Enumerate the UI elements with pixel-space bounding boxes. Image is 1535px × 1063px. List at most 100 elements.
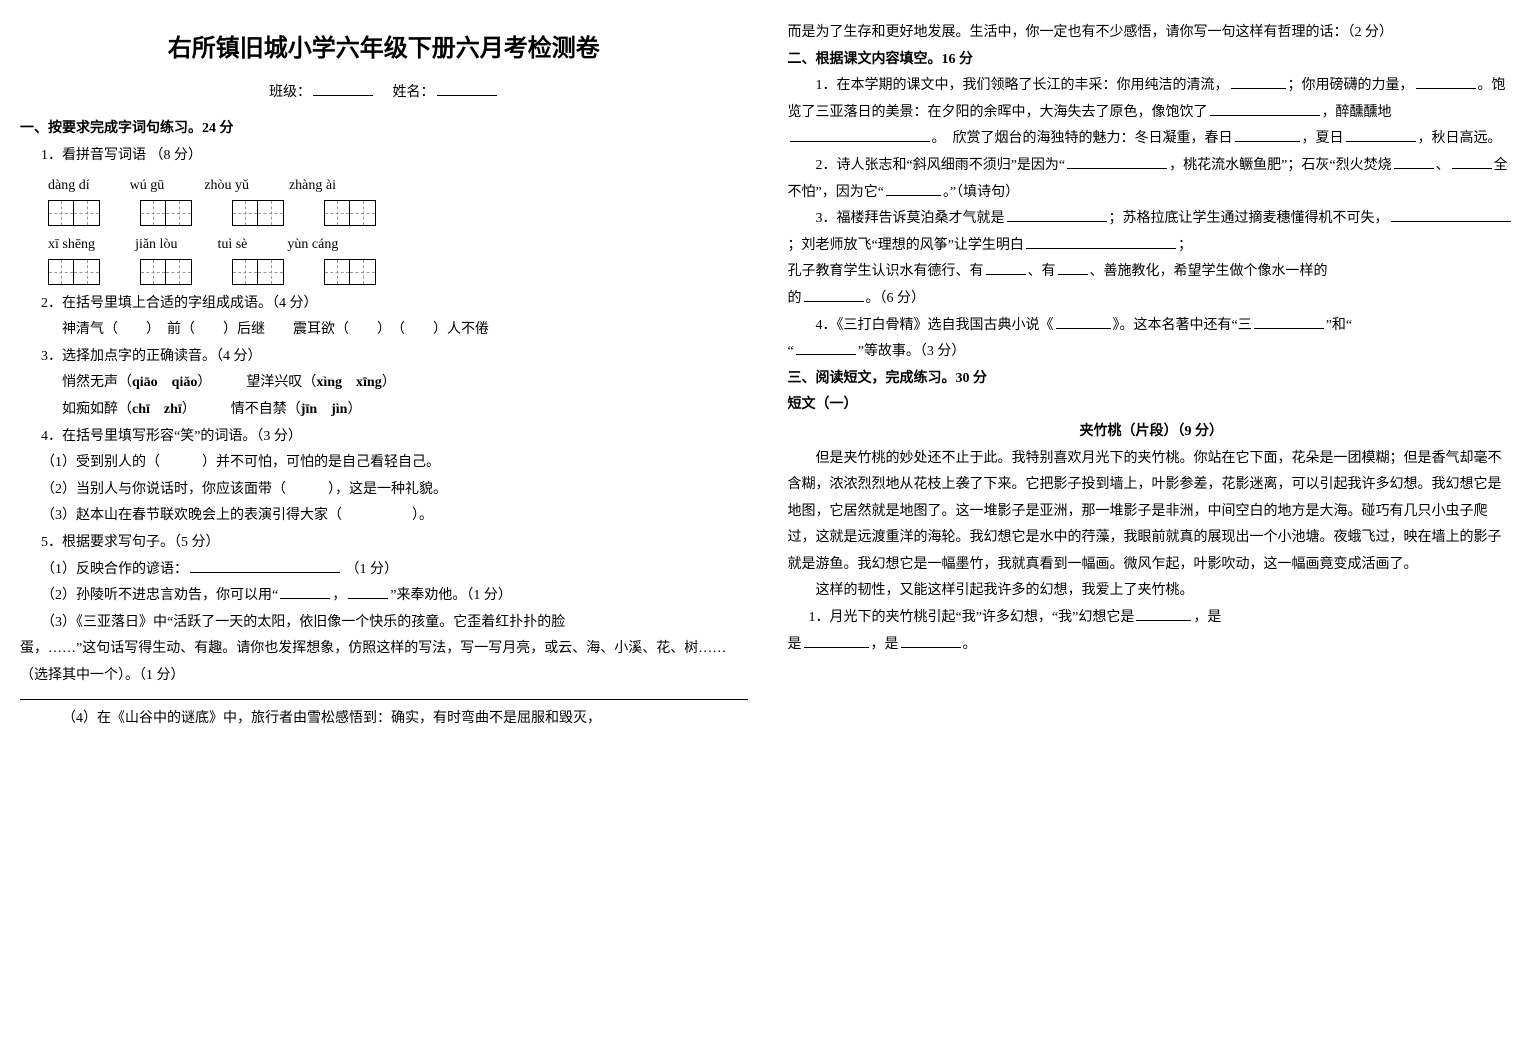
- s2-p1: 1．在本学期的课文中，我们领略了长江的丰采：你用纯洁的清流， ；你用磅礴的力量， 。…: [788, 73, 1516, 153]
- blank[interactable]: [1058, 261, 1088, 275]
- txt: ，桃花流水鳜鱼肥”；石灰“烈火焚烧: [1169, 158, 1391, 173]
- blank[interactable]: [1346, 128, 1416, 142]
- txt: 1．月光下的夹竹桃引起“我”许多幻想，“我”幻想它是: [809, 610, 1135, 625]
- reading-title: 夹竹桃（片段）（9 分）: [788, 419, 1516, 446]
- txt: ；刘老师放飞“理想的风筝”让学生明白: [788, 238, 1024, 253]
- blank[interactable]: [1136, 607, 1191, 621]
- blank[interactable]: [790, 128, 930, 142]
- txt: ”等故事。（3 分）: [858, 344, 966, 359]
- txt: ，夏日: [1302, 131, 1344, 146]
- reading-body2: 这样的韧性，又能这样引起我许多的幻想，我爱上了夹竹桃。: [788, 578, 1516, 605]
- txt: 。 欣赏了烟台的海独特的魅力：冬日凝重，春日: [932, 131, 1233, 146]
- section-3-sub: 短文（一）: [788, 392, 1516, 419]
- blank[interactable]: [1007, 208, 1107, 222]
- right-column: 而是为了生存和更好地发展。生活中，你一定也有不少感悟，请你写一句这样有哲理的话：…: [788, 20, 1516, 733]
- class-blank[interactable]: [313, 82, 373, 96]
- tianzige-group[interactable]: [140, 259, 192, 285]
- tianzige-group[interactable]: [324, 259, 376, 285]
- txt: ；苏格拉底让学生通过摘麦穗懂得机不可失，: [1109, 211, 1389, 226]
- tianzige-group[interactable]: [48, 259, 100, 285]
- s2-p3b: 孔子教育学生认识水有德行、有、有、善施教化，希望学生做个像水一样的: [788, 259, 1516, 286]
- blank[interactable]: [804, 288, 864, 302]
- blank[interactable]: [280, 585, 330, 599]
- pinyin-choice: xìng xīng: [316, 375, 381, 390]
- txt: 。: [963, 637, 977, 652]
- section-3-head: 三、阅读短文，完成练习。30 分: [788, 366, 1516, 393]
- txt: 、善施教化，希望学生做个像水一样的: [1090, 264, 1328, 279]
- txt: 1．在本学期的课文中，我们领略了长江的丰采：你用纯洁的清流，: [816, 78, 1229, 93]
- blank[interactable]: [1394, 155, 1434, 169]
- blank[interactable]: [1235, 128, 1300, 142]
- tianzige-group[interactable]: [232, 259, 284, 285]
- q5-i2: （2）孙陵听不进忠言劝告，你可以用“，”来奉劝他。（1 分）: [41, 583, 748, 610]
- pinyin-choice: chī zhī: [132, 402, 182, 417]
- txt: （1）反映合作的谚语：: [41, 562, 188, 577]
- blank[interactable]: [886, 182, 941, 196]
- txt: 、有: [1028, 264, 1056, 279]
- s2-p3: 3．福楼拜告诉莫泊桑才气就是 ；苏格拉底让学生通过摘麦穗懂得机不可失， ；刘老师放飞…: [788, 206, 1516, 259]
- tianzige-group[interactable]: [140, 200, 192, 226]
- class-name-line: 班级： 姓名：: [20, 80, 748, 107]
- txt: ，秋日高远。: [1418, 131, 1502, 146]
- tianzige-group[interactable]: [324, 200, 376, 226]
- blank[interactable]: [901, 634, 961, 648]
- q3-line2: 如痴如醉（chī zhī） 情不自禁（jīn jìn）: [62, 397, 748, 424]
- tianzige-group[interactable]: [232, 200, 284, 226]
- txt: ） 情不自禁（: [182, 402, 301, 417]
- txt: ”和“: [1326, 318, 1352, 333]
- answer-line[interactable]: [20, 699, 748, 700]
- txt: ）: [347, 402, 361, 417]
- txt: ；: [1178, 238, 1192, 253]
- pinyin: zhòu yǔ: [204, 173, 249, 200]
- name-blank[interactable]: [437, 82, 497, 96]
- section-1-head: 一、按要求完成字词句练习。24 分: [20, 116, 748, 143]
- tianzige-row-2: [48, 259, 748, 285]
- s3-q1: 1．月光下的夹竹桃引起“我”许多幻想，“我”幻想它是，是: [809, 605, 1516, 632]
- pinyin: yùn cáng: [287, 232, 338, 259]
- pinyin-row-2: xī shēng jiǎn lòu tuì sè yùn cáng: [48, 232, 748, 259]
- pinyin: xī shēng: [48, 232, 95, 259]
- txt: 。（6 分）: [866, 291, 926, 306]
- blank[interactable]: [1391, 208, 1511, 222]
- q2-line: 神清气（ ） 前（ ）后继 震耳欲（ ） （ ）人不倦: [62, 317, 748, 344]
- blank[interactable]: [1231, 75, 1286, 89]
- q3-label: 3．选择加点字的正确读音。（4 分）: [41, 344, 748, 371]
- txt: ，: [332, 588, 346, 603]
- class-label: 班级：: [269, 85, 311, 100]
- blank[interactable]: [1067, 155, 1167, 169]
- tianzige-group[interactable]: [48, 200, 100, 226]
- s2-p4b: “”等故事。（3 分）: [788, 339, 1516, 366]
- blank[interactable]: [986, 261, 1026, 275]
- s2-p3c: 的。（6 分）: [788, 286, 1516, 313]
- blank[interactable]: [190, 559, 340, 573]
- section-2-head: 二、根据课文内容填空。16 分: [788, 47, 1516, 74]
- blank[interactable]: [1026, 235, 1176, 249]
- blank[interactable]: [796, 341, 856, 355]
- blank[interactable]: [1210, 102, 1320, 116]
- left-column: 右所镇旧城小学六年级下册六月考检测卷 班级： 姓名： 一、按要求完成字词句练习。…: [20, 20, 748, 733]
- tianzige-row-1: [48, 200, 748, 226]
- q4-i3: （3）赵本山在春节联欢晚会上的表演引得大家（ ）。: [41, 503, 748, 530]
- pinyin-choice: jīn jìn: [301, 402, 348, 417]
- txt: 如痴如醉（: [62, 402, 132, 417]
- s2-p2: 2．诗人张志和“斜风细雨不须归”是因为“，桃花流水鳜鱼肥”；石灰“烈火焚烧、全不…: [788, 153, 1516, 206]
- q4-i1: （1）受到别人的（ ）并不可怕，可怕的是自己看轻自己。: [41, 450, 748, 477]
- q5-i3: （3）《三亚落日》中“活跃了一天的太阳，依旧像一个快乐的孩童。它歪着红扑扑的脸: [41, 610, 748, 637]
- q5-i3-tail: 蛋，……”这句话写得生动、有趣。请你也发挥想象，仿照这样的写法，写一写月亮，或云…: [20, 636, 748, 689]
- blank[interactable]: [1056, 315, 1111, 329]
- txt: 3．福楼拜告诉莫泊桑才气就是: [816, 211, 1005, 226]
- blank[interactable]: [804, 634, 869, 648]
- txt: （1 分）: [346, 562, 399, 577]
- blank[interactable]: [1254, 315, 1324, 329]
- q3-line1: 悄然无声（qiāo qiǎo） 望洋兴叹（xìng xīng）: [62, 370, 748, 397]
- blank[interactable]: [348, 585, 388, 599]
- pinyin: jiǎn lòu: [135, 232, 177, 259]
- txt: ）: [382, 375, 396, 390]
- q4-i2: （2）当别人与你说话时，你应该面带（ ），这是一种礼貌。: [41, 477, 748, 504]
- txt: ；你用磅礴的力量，: [1288, 78, 1414, 93]
- s3-q1b: 是，是。: [788, 632, 1516, 659]
- blank[interactable]: [1416, 75, 1476, 89]
- txt: 2．诗人张志和“斜风细雨不须归”是因为“: [816, 158, 1066, 173]
- txt: ，醉醺醺地: [1322, 105, 1392, 120]
- blank[interactable]: [1452, 155, 1492, 169]
